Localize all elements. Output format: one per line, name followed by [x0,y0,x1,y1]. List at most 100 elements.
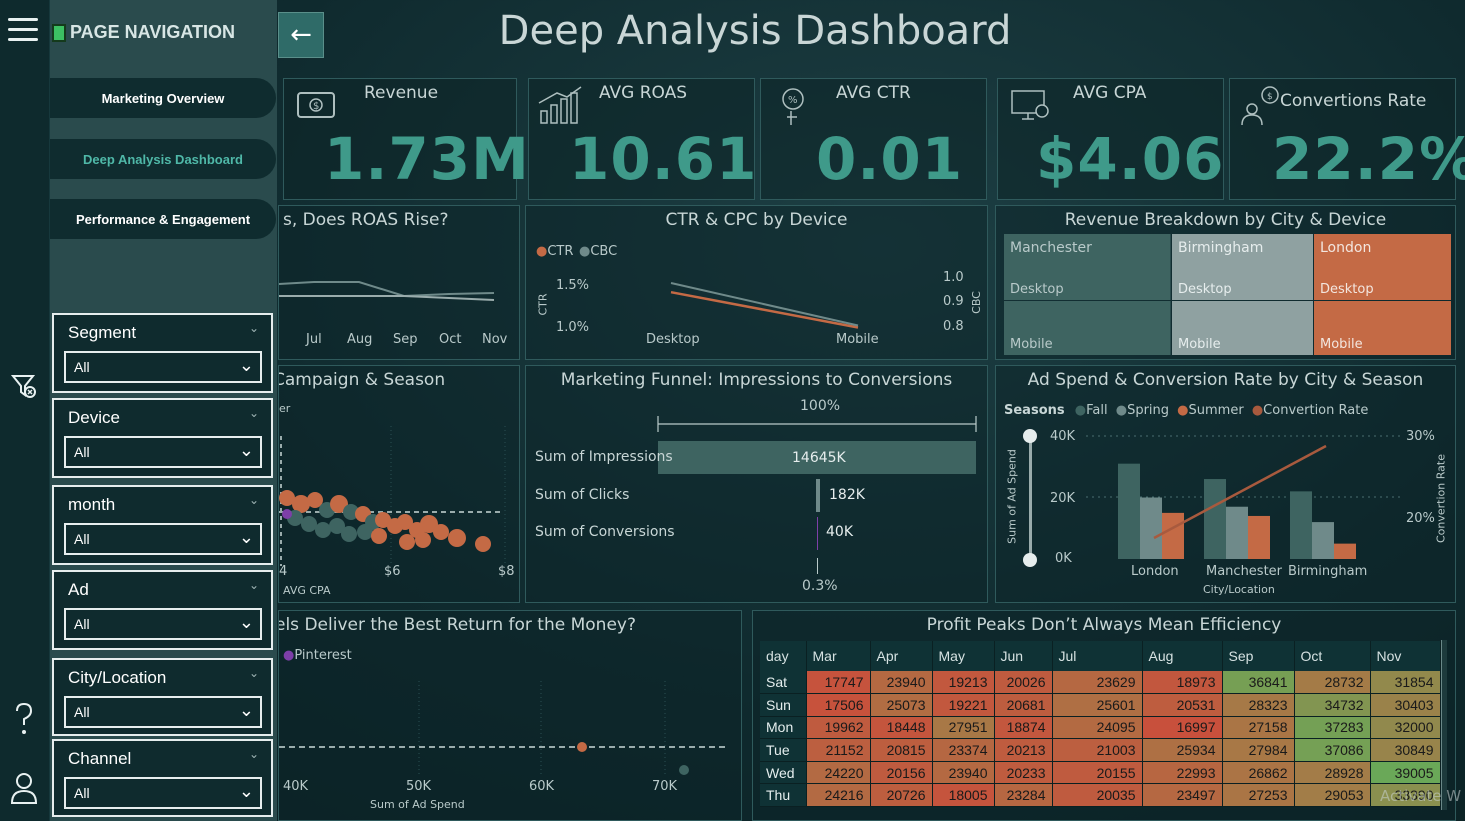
treemap-cell-birmingham-desktop[interactable]: Birmingham Desktop [1172,234,1313,300]
segment-dropdown[interactable]: All ⌄ [64,351,262,383]
column-header[interactable]: Mar [806,641,871,671]
bar-manchester-fall[interactable] [1204,479,1226,559]
channel-scatter-chart [279,681,727,776]
ad-dropdown[interactable]: All ⌄ [64,608,262,640]
profit-cell: 20726 [870,783,933,808]
nav-item-marketing-overview[interactable]: Marketing Overview [50,78,276,118]
back-arrow-icon[interactable]: ← [278,12,324,58]
legend-label: Fall [1086,403,1108,418]
chevron-down-icon[interactable]: ⌄ [248,321,259,335]
profit-cell: 20531 [1142,693,1223,717]
table-row: Sun 17506 25073 19221 20681 25601 20531 28323 34… [760,693,1441,717]
bar-manchester-spring[interactable] [1226,506,1248,559]
kpi-value: 0.01 [816,125,964,193]
bar-birmingham-spring[interactable] [1312,522,1334,559]
column-header[interactable]: Jun [994,641,1053,671]
column-header[interactable]: Apr [870,641,933,671]
bar-birmingham-summer[interactable] [1334,543,1356,559]
kpi-avg-ctr: % AVG CTR 0.01 [760,78,987,200]
axis-title: Sum of Ad Spend [370,798,465,811]
device-label: Mobile [1178,337,1221,352]
slicer-label: Ad [68,580,89,599]
nav-item-deep-analysis[interactable]: Deep Analysis Dashboard [50,139,276,179]
column-header[interactable]: Jul [1052,641,1143,671]
funnel-bar-conversions[interactable] [817,517,818,550]
legend-label: CTR [547,244,574,259]
slicer-segment: Segment ⌄ All ⌄ [52,313,273,393]
legend-title: Seasons [1004,403,1065,418]
bar-manchester-summer[interactable] [1248,515,1270,559]
left-rail [0,0,50,821]
chevron-down-icon: ⌄ [238,700,254,721]
user-icon[interactable] [8,772,40,804]
chevron-down-icon: ⌄ [238,527,254,548]
device-dropdown[interactable]: All ⌄ [64,436,262,468]
help-icon[interactable] [8,702,40,735]
treemap-cell-london-mobile[interactable]: Mobile [1314,301,1451,355]
chevron-down-icon[interactable]: ⌄ [248,406,259,420]
treemap-cell-london-desktop[interactable]: London Desktop [1314,234,1451,300]
chevron-down-icon[interactable]: ⌄ [248,666,259,680]
funnel-label: Sum of Impressions [535,449,673,465]
revenue-treemap-panel: Revenue Breakdown by City & Device Manch… [995,205,1456,360]
adspend-legend: Seasons ●Fall ●Spring ●Summer ●Convertio… [1004,403,1369,418]
x-tick: 70K [652,779,678,794]
x-tick: Manchester [1206,564,1283,579]
funnel-top-percent: 100% [800,398,841,414]
legend-label: Spring [1127,403,1170,418]
legend-label: Summer [1188,403,1244,418]
column-header[interactable]: Sep [1222,641,1295,671]
column-header[interactable]: Oct [1294,641,1371,671]
dropdown-value: All [74,359,90,375]
bar-birmingham-fall[interactable] [1290,491,1312,559]
profit-cell: 23940 [870,671,933,695]
profit-cell: 24095 [1052,716,1143,740]
table-scrollbar[interactable] [1441,640,1447,810]
panel-title: Profit Peaks Don’t Always Mean Efficienc… [926,615,1282,635]
treemap-cell-manchester-mobile[interactable]: Mobile [1004,301,1171,355]
scatter-point[interactable] [679,765,689,775]
legend-fragment: er [279,402,291,415]
nav-item-performance-engagement[interactable]: Performance & Engagement [50,199,276,239]
range-slider-bottom-handle[interactable] [1023,553,1037,567]
column-header[interactable]: Nov [1370,641,1441,671]
funnel-bar-impressions[interactable] [658,441,976,474]
treemap-cell-manchester-desktop[interactable]: Manchester Desktop [1004,234,1171,300]
profit-cell: 23940 [932,761,995,785]
device-label: Mobile [1320,337,1363,352]
channel-dropdown[interactable]: All ⌄ [64,777,262,809]
funnel-bottom-tick [817,558,818,574]
kpi-title: Revenue [364,83,439,103]
city-location-dropdown[interactable]: All ⌄ [64,696,262,728]
profit-cell: 27951 [932,716,995,740]
profit-cell: 23284 [994,783,1053,808]
bar-london-spring[interactable] [1140,497,1162,560]
scatter-point[interactable] [577,742,587,752]
filter-clear-icon[interactable] [8,370,40,402]
nav-marker-icon [52,23,66,42]
column-header[interactable]: May [932,641,995,671]
bar-london-summer[interactable] [1162,512,1184,559]
bar-london-fall[interactable] [1118,463,1140,559]
kpi-title: AVG CPA [1073,83,1147,103]
cbc-series-line [670,282,859,327]
profit-heatmap-table: day Mar Apr May Jun Jul Aug Sep Oct Nov Sat 17747 2… [760,641,1441,808]
range-slider-top-handle[interactable] [1023,429,1037,443]
profit-cell: 17506 [806,693,871,717]
chevron-down-icon[interactable]: ⌄ [248,493,259,507]
range-slider-track[interactable] [1029,436,1032,558]
funnel-bar-clicks[interactable] [816,479,820,512]
month-dropdown[interactable]: All ⌄ [64,523,262,555]
channel-return-panel: els Deliver the Best Return for the Mone… [278,610,742,821]
chevron-down-icon[interactable]: ⌄ [248,578,259,592]
treemap-cell-birmingham-mobile[interactable]: Mobile [1172,301,1313,355]
column-header[interactable]: day [760,641,807,671]
ctr-cpc-panel: CTR & CPC by Device ●CTR ●CBC CTR 1.5% 1… [525,205,988,360]
chevron-down-icon[interactable]: ⌄ [248,747,259,761]
column-header[interactable]: Aug [1142,641,1223,671]
profit-cell: 23497 [1142,783,1223,808]
y-tick: 1.5% [556,278,590,293]
profit-cell: 20026 [994,671,1053,695]
menu-icon[interactable] [8,18,38,46]
profit-cell: 37283 [1294,716,1371,740]
